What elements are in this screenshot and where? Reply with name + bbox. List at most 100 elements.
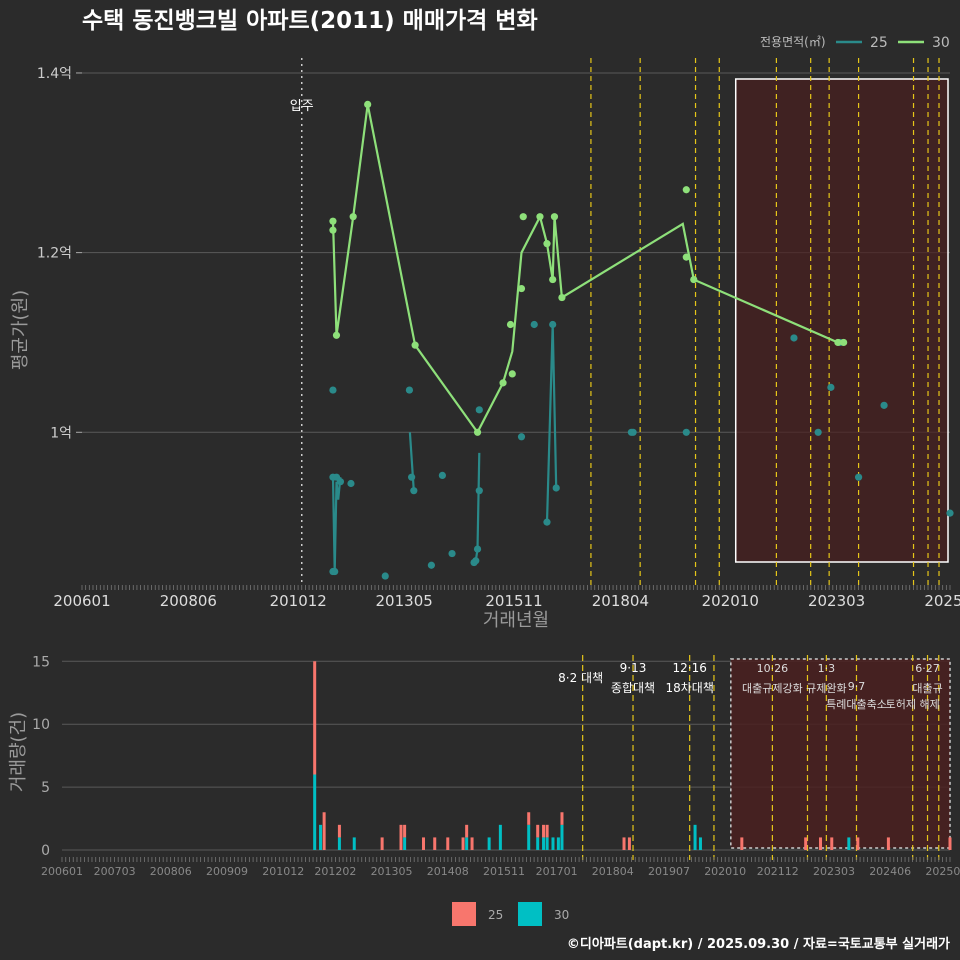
bar-x-tick-label: 200601 [41,865,83,878]
bar-30 [498,824,502,850]
policy-label: 대출규 [912,682,942,695]
data-point-30 [682,253,690,261]
bar-x-tick-label: 201511 [483,865,525,878]
data-point-25 [880,401,888,409]
data-point-25 [549,320,557,329]
bar-legend-swatch-30 [518,902,542,926]
data-point-30 [332,331,341,339]
policy-date: 10·26 [757,662,789,675]
x-tick-label: 2025 [924,592,960,610]
data-point-25 [543,518,551,526]
bar-30 [536,837,540,850]
bar-25 [622,837,626,850]
data-point-30 [543,240,551,248]
bar-25 [830,837,834,850]
bar-30 [560,824,564,850]
data-point-25 [408,473,416,481]
bar-30 [337,837,341,850]
bar-30 [551,837,555,850]
bar-30 [313,774,317,850]
bar-30 [403,837,407,850]
bar-x-tick-label: 201202 [314,865,356,878]
bar-30 [693,824,697,850]
bar-30 [465,837,469,850]
policy-label: 규제완화 [806,682,846,695]
bar-30 [542,837,546,850]
x-tick-label: 201511 [485,592,542,610]
data-point-30 [682,186,690,194]
bar-x-tick-label: 200703 [94,865,136,878]
data-point-25 [682,428,690,436]
data-point-25 [331,567,339,576]
bar-25 [313,661,317,775]
y-tick-label: 1.4억 [37,66,72,82]
data-point-30 [558,293,566,302]
bar-30 [545,837,549,850]
data-point-25 [438,471,446,480]
data-point-25 [530,320,538,329]
data-point-30 [329,226,337,234]
bar-25 [322,812,326,850]
bar-25 [536,824,540,838]
bar-25 [380,837,384,850]
data-point-30 [329,217,337,225]
data-point-25 [552,484,560,492]
data-point-25 [827,383,835,391]
bar-x-tick-label: 200909 [206,865,248,878]
bar-x-tick-label: 201408 [427,865,469,878]
volume-plot: 0 5 10 15 8·2 대책 9·13 종합대책 12·16 18차대책 10·26 대출규제강… [8,654,960,878]
data-point-30 [519,213,527,221]
x-tick-label: 201305 [376,592,433,610]
bar-legend-label-25: 25 [488,908,503,922]
data-point-30 [840,338,848,347]
bar-25 [627,837,631,850]
bar-legend-swatch-25 [452,902,476,926]
bar-y-tick-label: 10 [32,717,50,733]
data-point-30 [508,370,516,378]
legend-label-30: 30 [932,35,950,51]
data-point-25 [405,386,414,394]
data-point-25 [946,509,954,517]
bar-25 [461,837,465,850]
bar-25 [337,824,341,838]
data-point-25 [410,487,418,495]
policy-label: 대출규제강화 [742,682,803,695]
x-tick-label: 201012 [270,592,327,610]
bar-30 [556,837,560,850]
data-point-30 [517,284,526,293]
data-point-30 [690,275,698,284]
bar-x-tick-label: 201012 [262,865,304,878]
bar-x-tick-label: 202509 [925,865,960,878]
bar-25 [470,837,474,850]
bar-25 [886,837,890,850]
bar-30 [487,837,491,850]
bar-25 [403,824,407,838]
data-point-25 [329,386,337,394]
series-line-30 [331,104,839,435]
bar-y-axis-title: 거래량(건) [8,712,29,792]
data-point-30 [536,213,544,221]
legend-title: 전용면적(㎡) [760,35,826,49]
bar-25 [421,837,425,850]
bar-25 [446,837,450,850]
policy-date: 12·16 [672,661,706,675]
bar-25 [542,824,546,838]
policy-label: 18차대책 [665,680,713,695]
data-point-30 [506,320,515,329]
data-point-25 [448,549,456,558]
bar-25 [740,837,744,850]
footer-credit: ©디아파트(dapt.kr) / 2025.09.30 / 자료=국토교통부 실… [567,936,950,952]
y-tick-label: 1억 [50,425,72,441]
data-point-25 [814,428,822,436]
policy-date: 9·13 [620,661,647,675]
bar-legend-label-30: 30 [554,908,569,922]
series-line-25 [331,324,558,572]
move-in-label: 입주 [290,99,314,114]
bar-25 [856,837,860,850]
data-point-30 [349,213,357,221]
bar-x-tick-label: 200806 [150,865,192,878]
policy-label: 특례대출축소 [826,698,887,711]
data-point-30 [473,428,482,436]
x-tick-label: 200601 [53,592,110,610]
